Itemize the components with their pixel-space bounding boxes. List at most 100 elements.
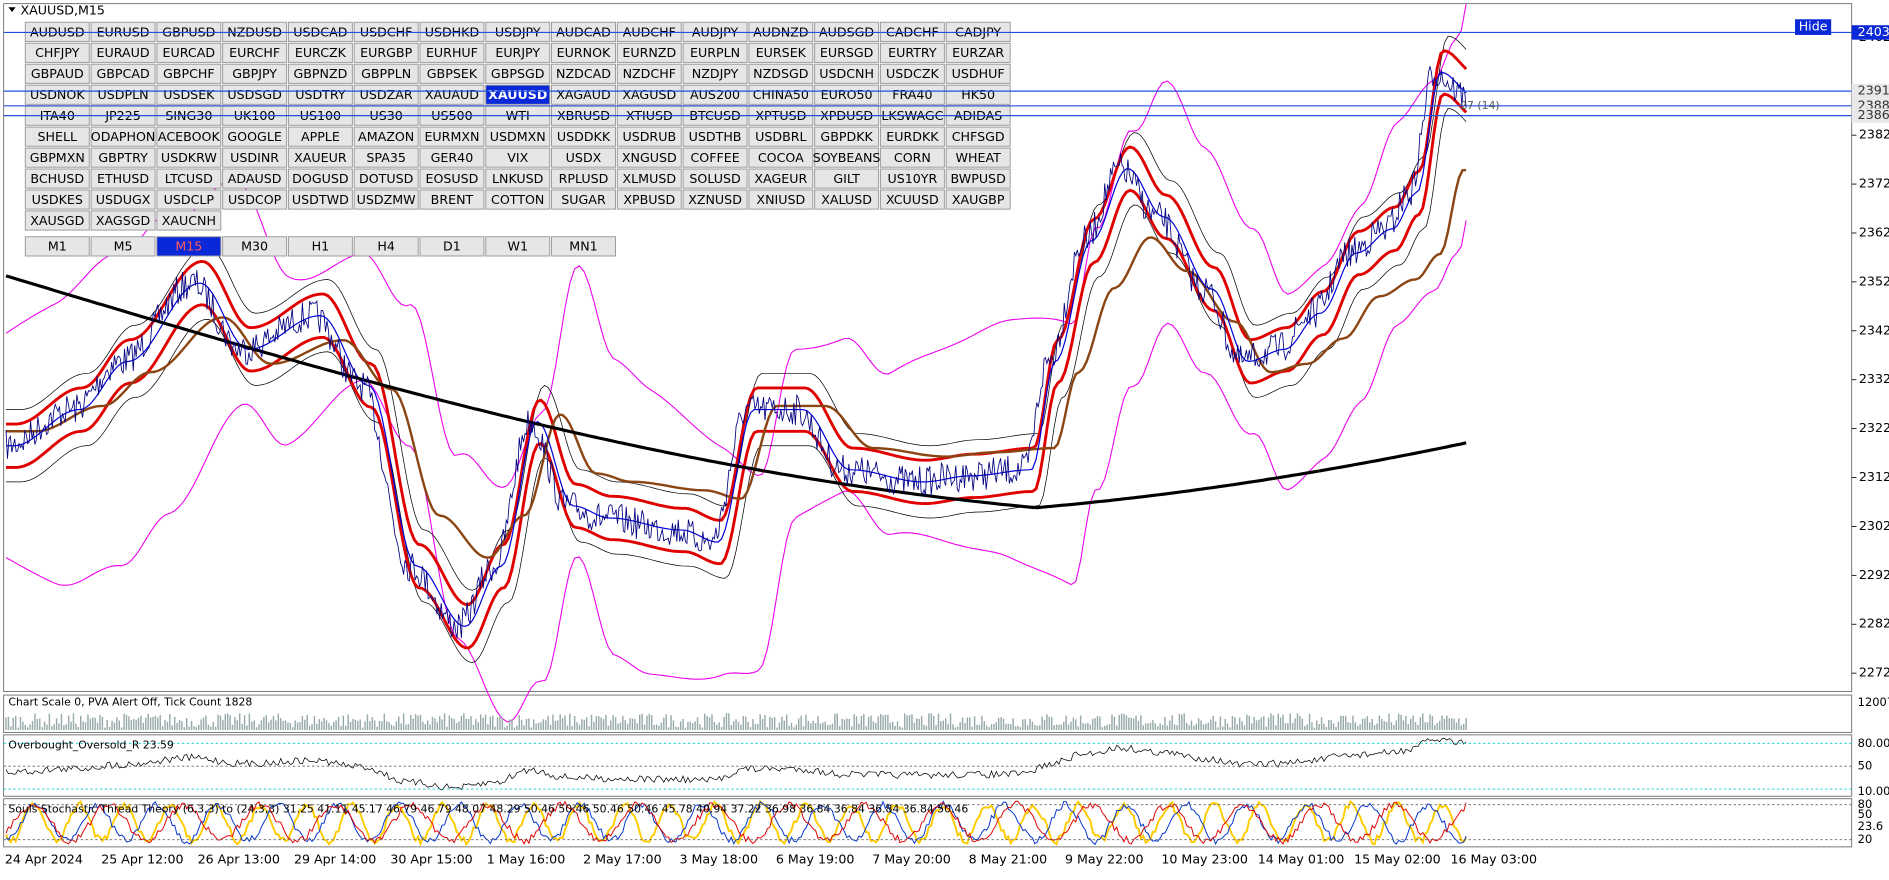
symbol-button[interactable] bbox=[879, 189, 945, 210]
symbol-button[interactable] bbox=[222, 147, 288, 168]
symbol-label[interactable]: EURMXN bbox=[424, 129, 479, 144]
symbol-label[interactable]: EURO50 bbox=[821, 87, 873, 102]
symbol-label[interactable]: EURAUD bbox=[97, 45, 150, 60]
symbol-button[interactable] bbox=[814, 126, 880, 147]
symbol-label[interactable]: USDMXN bbox=[490, 129, 546, 144]
symbol-button[interactable] bbox=[156, 189, 222, 210]
symbol-label[interactable]: USDTHB bbox=[689, 129, 742, 144]
symbol-button[interactable] bbox=[616, 147, 682, 168]
symbol-button[interactable] bbox=[222, 189, 288, 210]
symbol-label[interactable]: GBPJPY bbox=[232, 66, 277, 81]
symbol-label[interactable]: USDCHF bbox=[360, 24, 413, 39]
symbol-label[interactable]: XAUSGD bbox=[30, 213, 84, 228]
symbol-label[interactable]: GBPUSD bbox=[162, 24, 215, 39]
symbol-label[interactable]: EURHUF bbox=[426, 45, 478, 60]
symbol-button[interactable] bbox=[945, 63, 1011, 84]
symbol-button[interactable] bbox=[90, 84, 156, 105]
timeframe-label[interactable]: M5 bbox=[114, 238, 133, 253]
symbol-button[interactable] bbox=[945, 168, 1011, 189]
symbol-label[interactable]: USDHUF bbox=[952, 66, 1005, 81]
timeframe-label[interactable]: H1 bbox=[312, 238, 330, 253]
symbol-label[interactable]: EURJPY bbox=[495, 45, 540, 60]
symbol-label[interactable]: GER40 bbox=[431, 150, 474, 165]
symbol-label[interactable]: GBPMXN bbox=[30, 150, 85, 165]
hide-button[interactable] bbox=[1795, 19, 1832, 35]
symbol-button[interactable] bbox=[222, 63, 288, 84]
symbol-label[interactable]: NZDSGD bbox=[753, 66, 808, 81]
symbol-label[interactable]: EURCHF bbox=[229, 45, 280, 60]
symbol-button[interactable] bbox=[90, 63, 156, 84]
symbol-label[interactable]: AUDCAD bbox=[556, 24, 611, 39]
timeframe-label[interactable]: M1 bbox=[48, 238, 67, 253]
symbol-button[interactable] bbox=[156, 147, 222, 168]
symbol-label[interactable]: USDCLP bbox=[164, 192, 215, 207]
symbol-button[interactable] bbox=[485, 147, 551, 168]
symbol-label[interactable]: GBPSEK bbox=[427, 66, 478, 81]
symbol-button[interactable] bbox=[353, 189, 419, 210]
symbol-button[interactable] bbox=[748, 168, 814, 189]
symbol-label[interactable]: USDZAR bbox=[360, 87, 413, 102]
symbol-button[interactable] bbox=[156, 63, 222, 84]
symbol-label[interactable]: USDKRW bbox=[161, 150, 218, 165]
symbol-button[interactable] bbox=[222, 42, 288, 63]
symbol-button[interactable] bbox=[287, 42, 353, 63]
symbol-label[interactable]: AUDJPY bbox=[692, 24, 739, 39]
symbol-label[interactable]: SHELL bbox=[38, 129, 78, 144]
symbol-label[interactable]: GBPAUD bbox=[31, 66, 84, 81]
symbol-button[interactable] bbox=[90, 42, 156, 63]
symbol-label[interactable]: EURPLN bbox=[690, 45, 740, 60]
symbol-label[interactable]: USDSGD bbox=[227, 87, 282, 102]
symbol-label[interactable]: XAGSGD bbox=[96, 213, 150, 228]
symbol-label[interactable]: BWPUSD bbox=[951, 171, 1006, 186]
timeframe-button[interactable] bbox=[419, 236, 485, 257]
symbol-label[interactable]: RPLUSD bbox=[559, 171, 609, 186]
symbol-label[interactable]: XALUSD bbox=[821, 192, 872, 207]
symbol-button[interactable] bbox=[814, 189, 880, 210]
symbol-label[interactable]: NZDCHF bbox=[623, 66, 676, 81]
symbol-label[interactable]: BRENT bbox=[431, 192, 474, 207]
symbol-label[interactable]: XAUAUD bbox=[425, 87, 479, 102]
symbol-label[interactable]: SOLUSD bbox=[689, 171, 740, 186]
symbol-button[interactable] bbox=[814, 42, 880, 63]
symbol-button[interactable] bbox=[419, 63, 485, 84]
symbol-label[interactable]: XAGAUD bbox=[556, 87, 610, 102]
symbol-label[interactable]: GBPCAD bbox=[96, 66, 149, 81]
symbol-button[interactable] bbox=[682, 126, 748, 147]
symbol-button[interactable] bbox=[748, 147, 814, 168]
symbol-label[interactable]: GBPPLN bbox=[361, 66, 411, 81]
symbol-label[interactable]: USDDKK bbox=[557, 129, 611, 144]
symbol-button[interactable] bbox=[814, 168, 880, 189]
symbol-label[interactable]: APPLE bbox=[301, 129, 340, 144]
symbol-label[interactable]: XZNUSD bbox=[688, 192, 742, 207]
symbol-button[interactable] bbox=[485, 84, 551, 105]
symbol-label[interactable]: USDNOK bbox=[30, 87, 85, 102]
symbol-label[interactable]: USDCNH bbox=[819, 66, 874, 81]
timeframe-button[interactable] bbox=[156, 236, 222, 257]
symbol-button[interactable] bbox=[879, 168, 945, 189]
symbol-label[interactable]: COCOA bbox=[758, 150, 804, 165]
symbol-label[interactable]: XPBUSD bbox=[623, 192, 675, 207]
symbol-button[interactable] bbox=[24, 210, 90, 231]
symbol-label[interactable]: USDCOP bbox=[228, 192, 282, 207]
symbol-label[interactable]: ETHUSD bbox=[97, 171, 149, 186]
symbol-label[interactable]: GBPCHF bbox=[163, 66, 215, 81]
symbol-label[interactable]: USDCAD bbox=[293, 24, 347, 39]
timeframe-button[interactable] bbox=[551, 236, 616, 257]
symbol-button[interactable] bbox=[485, 168, 551, 189]
symbol-button[interactable] bbox=[748, 189, 814, 210]
symbol-label[interactable]: XLMUSD bbox=[623, 171, 677, 186]
symbol-label[interactable]: USDCZK bbox=[886, 66, 939, 81]
symbol-button[interactable] bbox=[551, 126, 616, 147]
symbol-button[interactable] bbox=[879, 147, 945, 168]
symbol-button[interactable] bbox=[353, 147, 419, 168]
symbol-button[interactable] bbox=[682, 147, 748, 168]
symbol-label[interactable]: NZDCAD bbox=[556, 66, 611, 81]
symbol-label[interactable]: LNKUSD bbox=[492, 171, 543, 186]
symbol-label[interactable]: GBPNZD bbox=[293, 66, 347, 81]
timeframe-button[interactable] bbox=[353, 236, 419, 257]
symbol-button[interactable] bbox=[682, 168, 748, 189]
symbol-button[interactable] bbox=[616, 126, 682, 147]
symbol-button[interactable] bbox=[90, 147, 156, 168]
symbol-label[interactable]: GOOGLE bbox=[227, 129, 281, 144]
symbol-button[interactable] bbox=[682, 63, 748, 84]
